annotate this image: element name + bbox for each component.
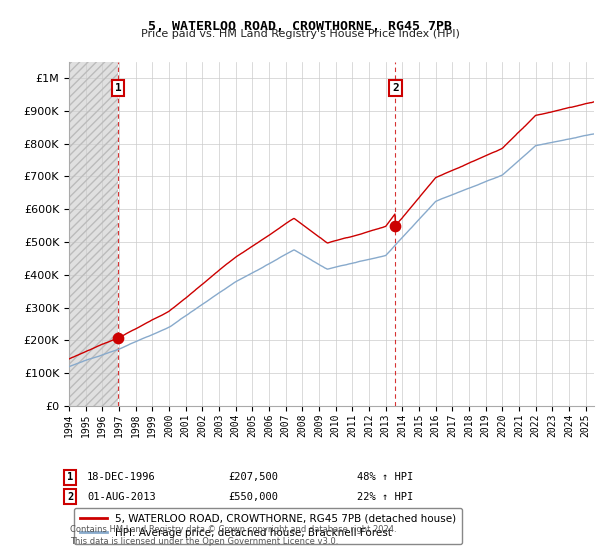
Text: 1: 1 <box>67 472 73 482</box>
Text: £550,000: £550,000 <box>228 492 278 502</box>
Text: 18-DEC-1996: 18-DEC-1996 <box>87 472 156 482</box>
Bar <box>69 62 118 406</box>
Point <box>391 221 400 230</box>
Bar <box>69 62 118 406</box>
Text: 5, WATERLOO ROAD, CROWTHORNE, RG45 7PB: 5, WATERLOO ROAD, CROWTHORNE, RG45 7PB <box>148 20 452 32</box>
Text: 1: 1 <box>115 83 122 93</box>
Text: £207,500: £207,500 <box>228 472 278 482</box>
Point <box>113 333 123 342</box>
Legend: 5, WATERLOO ROAD, CROWTHORNE, RG45 7PB (detached house), HPI: Average price, det: 5, WATERLOO ROAD, CROWTHORNE, RG45 7PB (… <box>74 508 462 544</box>
Text: Contains HM Land Registry data © Crown copyright and database right 2024.
This d: Contains HM Land Registry data © Crown c… <box>70 525 397 546</box>
Text: 01-AUG-2013: 01-AUG-2013 <box>87 492 156 502</box>
Text: 22% ↑ HPI: 22% ↑ HPI <box>357 492 413 502</box>
Text: Price paid vs. HM Land Registry's House Price Index (HPI): Price paid vs. HM Land Registry's House … <box>140 29 460 39</box>
Text: 2: 2 <box>392 83 399 93</box>
Text: 48% ↑ HPI: 48% ↑ HPI <box>357 472 413 482</box>
Text: 2: 2 <box>67 492 73 502</box>
